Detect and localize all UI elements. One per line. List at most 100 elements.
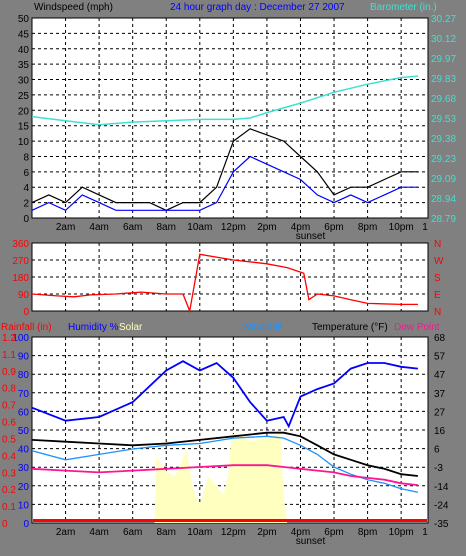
y-tick-humidity: 30 [18,463,30,474]
y-tick-windspeed: 20 [18,106,30,117]
y-tick-humidity: 70 [18,389,30,400]
y-tick-rainfall: 0.3 [2,468,16,479]
y-tick-direction: 360 [12,239,29,250]
x-tick-label: 1 [422,527,428,538]
x-tick-label: 10pm [389,527,414,538]
x-tick-label: 12pm [221,527,246,538]
rainfall-label: Rainfall (in) [1,322,52,333]
x-tick-label: 2am [56,527,75,538]
y-tick-compass: E [434,290,441,301]
y-tick-barometer: 29.53 [431,114,456,125]
dew-point-line [31,464,418,486]
humidity-label: Humidity % [68,322,119,333]
y-tick-humidity: 20 [18,482,30,493]
y-tick-compass: N [434,239,441,250]
x-tick-label: 6pm [324,222,343,233]
y-tick-compass: S [434,273,441,284]
y-tick-windspeed: 25 [18,91,30,102]
y-tick-rainfall: 0.8 [2,384,16,395]
dew-point-label: Dew Point [394,322,440,333]
y-tick-temperature: 47 [434,370,446,381]
x-tick-label: 2pm [257,222,276,233]
y-tick-rainfall: 0.9 [2,367,16,378]
x-tick-label: 2am [56,222,75,233]
y-tick-barometer: 29.38 [431,134,456,145]
temperature-humidity-panel: 0 10 20 30 40 50 60 70 80 90 100 0 0.1 0.2 0.3 0.4 0.5 0.… [2,333,449,547]
x-tick-label: 1 [422,222,428,233]
wind-direction-line [31,253,418,314]
windspeed-line [31,128,418,211]
y-tick-windspeed: 0 [23,214,29,225]
y-tick-humidity: 40 [18,445,30,456]
solar-label: Solar [119,322,143,333]
humidity-line [31,360,418,429]
y-tick-barometer: 29.23 [431,154,456,165]
x-tick-label: 8pm [358,527,377,538]
y-tick-humidity: 100 [12,333,29,344]
y-tick-direction: 0 [23,307,29,318]
graph-date-title: 24 hour graph day : December 27 2007 [170,2,345,13]
sunset-label: sunset [296,536,326,547]
y-tick-windspeed: 4 [23,183,29,194]
y-tick-windspeed: 30 [18,76,30,87]
y-tick-windspeed: 2 [23,199,29,210]
y-tick-barometer: 30.12 [431,34,456,45]
sunset-label: sunset [296,231,326,242]
x-tick-label: 4pm [291,527,310,538]
y-tick-barometer: 28.94 [431,194,456,205]
y-tick-temperature: -14 [434,482,449,493]
windchill-label: Windchill [242,322,282,333]
plot-area [31,17,429,219]
y-tick-rainfall: 0.5 [2,434,16,445]
y-tick-windspeed: 45 [18,29,30,40]
y-tick-humidity: 90 [18,352,30,363]
x-tick-label: 8am [157,222,176,233]
y-tick-compass: N [434,307,441,318]
y-tick-barometer: 29.97 [431,54,456,65]
x-tick-label: 8am [157,527,176,538]
y-tick-temperature: -3 [434,463,443,474]
y-tick-windspeed: 15 [18,122,30,133]
y-tick-direction: 270 [12,256,29,267]
y-tick-compass: W [434,256,444,267]
temperature-label: Temperature (°F) [312,322,388,333]
y-tick-temperature: 27 [434,407,446,418]
y-tick-windspeed: 6 [23,168,29,179]
y-tick-temperature: 37 [434,389,446,400]
x-tick-label: 6am [123,222,142,233]
y-tick-humidity: 0 [23,519,29,530]
y-tick-temperature: 68 [434,333,446,344]
y-tick-humidity: 80 [18,370,30,381]
y-tick-direction: 180 [12,273,29,284]
y-tick-temperature: -35 [434,519,449,530]
y-tick-windspeed: 10 [18,137,30,148]
y-tick-rainfall: 0.4 [2,451,16,462]
x-tick-label: 12pm [221,222,246,233]
y-tick-windspeed: 35 [18,60,30,71]
y-tick-direction: 90 [18,290,30,301]
y-tick-rainfall: 0.7 [2,401,16,412]
solar-area [154,433,288,523]
x-tick-label: 10am [187,527,212,538]
y-tick-humidity: 50 [18,426,30,437]
y-tick-humidity: 60 [18,407,30,418]
x-tick-label: 10am [187,222,212,233]
y-tick-rainfall: 0.6 [2,418,16,429]
windspeed-title: Windspeed (mph) [34,2,113,13]
barometer-title: Barometer (in.) [370,2,437,13]
rainfall-bar [33,519,427,522]
x-tick-label: 8pm [358,222,377,233]
y-tick-windspeed: 50 [18,14,30,25]
y-tick-temperature: -24 [434,500,449,511]
y-tick-barometer: 28.79 [431,214,456,225]
y-tick-temperature: 57 [434,352,446,363]
temperature-line [31,431,418,477]
x-tick-label: 4am [89,222,108,233]
y-tick-windspeed: 8 [23,152,29,163]
barometer-line [31,75,418,126]
x-tick-label: 6am [123,527,142,538]
x-tick-label: 10pm [389,222,414,233]
wind-barometer-panel: 0 2 4 6 8 10 15 20 25 30 35 40 45 50 28.79 28.94 29.09 29… [18,14,457,242]
